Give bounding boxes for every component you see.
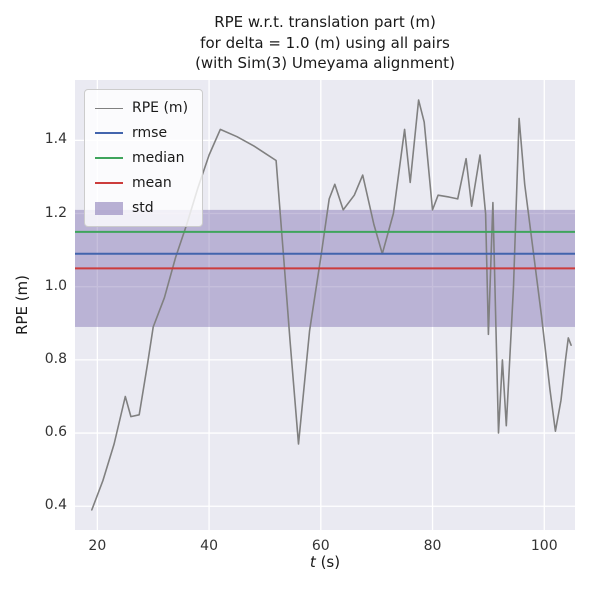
legend-patch-sample: [95, 201, 123, 215]
legend-entry-mean: mean: [95, 173, 188, 193]
legend-label: mean: [132, 175, 172, 191]
legend-entry-rmse: rmse: [95, 123, 188, 143]
x-tick-label: 100: [530, 538, 558, 554]
y-tick-label: 1.2: [44, 204, 67, 221]
legend: RPE (m) rmse median mean std: [84, 89, 204, 227]
x-tick-label: 20: [88, 538, 107, 554]
chart-title: RPE w.r.t. translation part (m) for delt…: [195, 13, 455, 73]
x-tick-label: 80: [423, 538, 442, 554]
y-tick-label: 0.4: [44, 497, 67, 514]
legend-line-sample: [95, 132, 123, 134]
legend-entry-median: median: [95, 148, 188, 168]
y-tick-label: 0.6: [44, 424, 67, 441]
y-tick-label: 0.8: [44, 350, 67, 367]
x-tick-label: 40: [200, 538, 218, 554]
x-tick-label: 60: [311, 538, 330, 554]
legend-line-sample: [95, 182, 123, 184]
legend-label: rmse: [132, 125, 168, 141]
legend-label: median: [132, 150, 185, 166]
y-tick-label: 1.4: [44, 131, 67, 148]
x-axis-label-variable: t: [309, 553, 316, 571]
legend-label: std: [132, 200, 154, 216]
y-tick-label: 1.0: [44, 277, 67, 294]
legend-line-sample: [95, 107, 123, 109]
legend-entry-std: std: [95, 198, 188, 218]
x-axis-label-unit: (s): [315, 553, 341, 571]
legend-line-sample: [95, 157, 123, 159]
legend-label: RPE (m): [132, 100, 189, 116]
x-axis-label: t (s): [75, 553, 575, 571]
legend-entry-rpe-m: RPE (m): [95, 98, 188, 118]
